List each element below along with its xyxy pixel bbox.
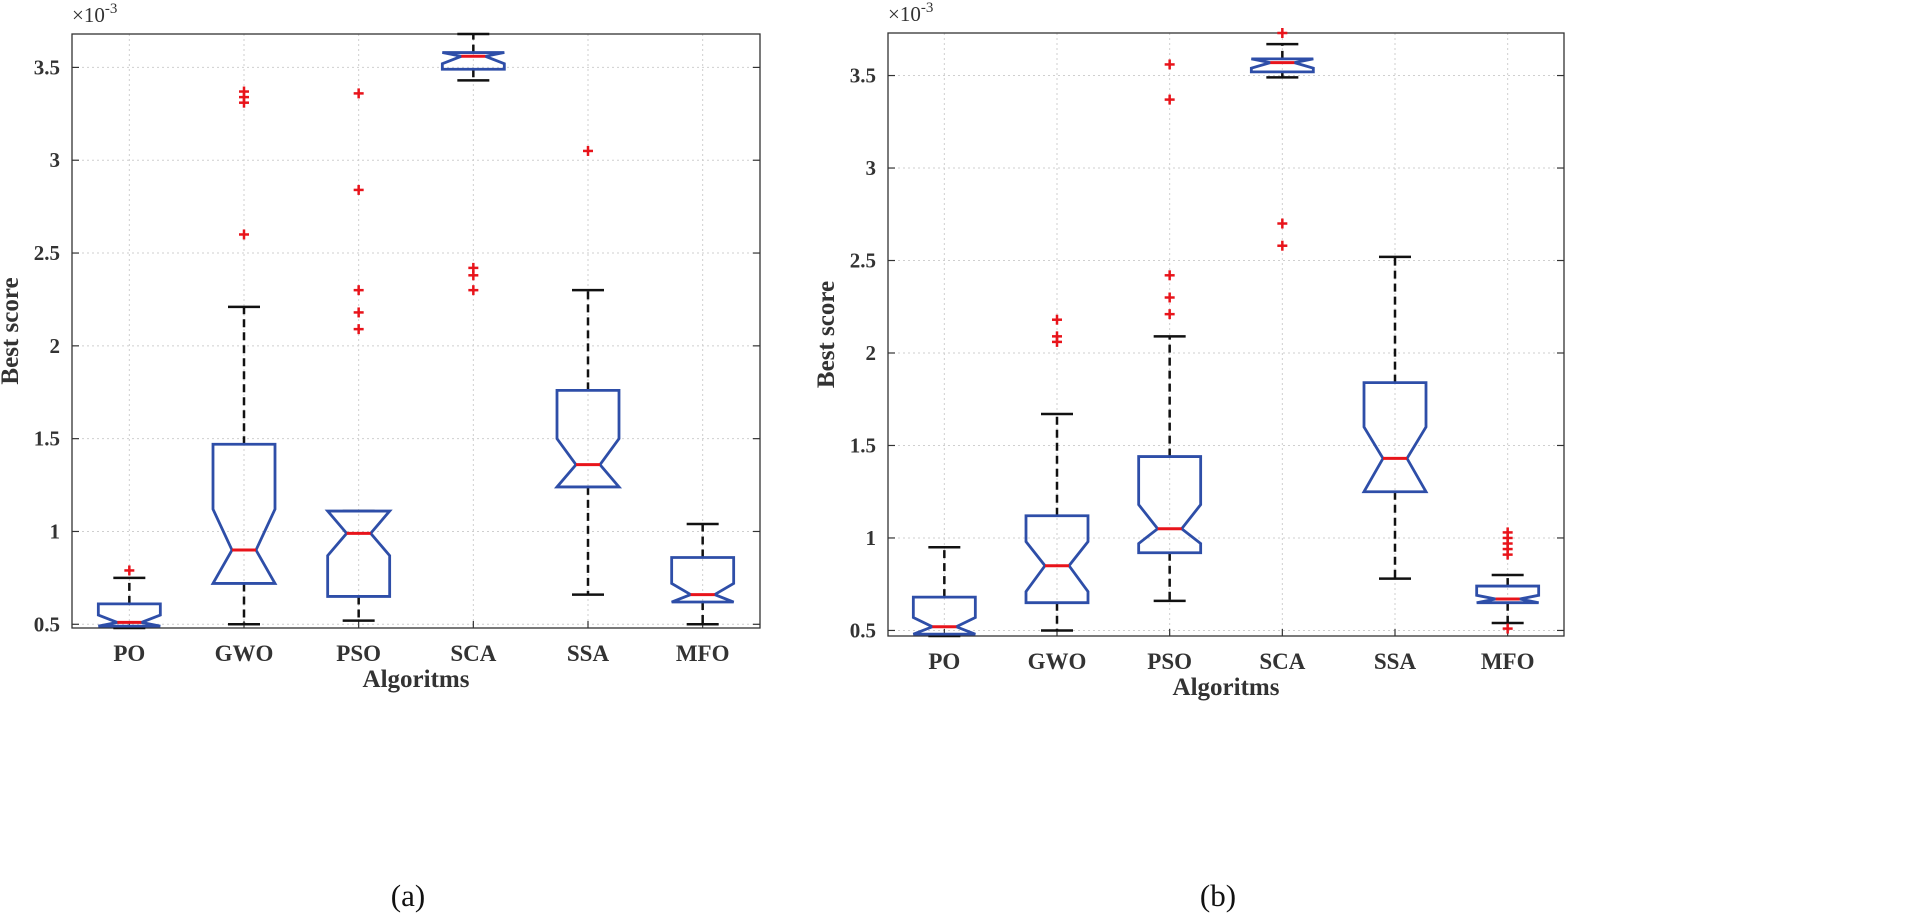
notched-box bbox=[96, 602, 162, 628]
y-tick-label: 2 bbox=[866, 341, 877, 365]
box-mfo bbox=[1475, 527, 1541, 634]
panel-caption: (a) bbox=[391, 878, 425, 913]
y-tick-label: 1.5 bbox=[34, 427, 60, 451]
x-category-label: MFO bbox=[676, 641, 730, 666]
box-mfo bbox=[670, 522, 736, 626]
notched-box bbox=[911, 595, 977, 636]
grid-lines bbox=[888, 33, 1564, 636]
outlier-marker bbox=[124, 565, 135, 576]
outlier-marker bbox=[353, 285, 364, 296]
y-tick-label: 1.5 bbox=[850, 433, 876, 457]
y-exponent-power: -3 bbox=[921, 0, 934, 16]
y-axis-title: Best score bbox=[0, 277, 24, 384]
x-category-label: PSO bbox=[1147, 649, 1192, 674]
y-exponent-base: ×10 bbox=[72, 3, 105, 27]
outlier-marker bbox=[1164, 94, 1175, 105]
grid-lines bbox=[72, 34, 760, 628]
y-tick-label: 3 bbox=[50, 148, 61, 172]
box-gwo bbox=[210, 86, 278, 626]
y-exponent-base: ×10 bbox=[888, 2, 921, 26]
outlier-marker bbox=[1502, 527, 1513, 538]
notched-box bbox=[1137, 455, 1203, 555]
notched-box bbox=[210, 442, 278, 585]
outlier-marker bbox=[1502, 623, 1513, 634]
notched-box bbox=[1024, 514, 1090, 605]
x-category-label: SCA bbox=[1259, 649, 1305, 674]
outlier-marker bbox=[583, 145, 593, 156]
y-tick-label: 2.5 bbox=[850, 249, 876, 273]
outlier-marker bbox=[1164, 292, 1175, 303]
y-tick-label: 3.5 bbox=[34, 55, 60, 79]
outlier-marker bbox=[1164, 309, 1175, 320]
notched-box bbox=[670, 556, 736, 604]
x-category-label: GWO bbox=[215, 641, 274, 666]
notched-box bbox=[553, 389, 623, 489]
y-exponent-label: ×10-3 bbox=[72, 1, 117, 27]
x-category-label: PO bbox=[928, 649, 960, 674]
box-gwo bbox=[1024, 314, 1090, 632]
outlier-marker bbox=[1164, 59, 1175, 70]
y-tick-label: 1 bbox=[866, 526, 877, 550]
box-po bbox=[911, 545, 977, 638]
y-axis-title: Best score bbox=[813, 281, 840, 388]
box-pso bbox=[324, 88, 393, 622]
outlier-marker bbox=[1052, 314, 1062, 325]
x-category-label: PSO bbox=[336, 641, 381, 666]
notched-box bbox=[1475, 584, 1541, 605]
outlier-marker bbox=[353, 184, 364, 195]
y-tick-label: 2 bbox=[50, 334, 61, 358]
x-category-label: SCA bbox=[450, 641, 496, 666]
outlier-marker bbox=[353, 324, 364, 335]
outlier-marker bbox=[1052, 331, 1062, 342]
box-sca bbox=[1249, 28, 1315, 251]
outlier-marker bbox=[468, 285, 479, 296]
x-category-label: GWO bbox=[1028, 649, 1087, 674]
outlier-marker bbox=[239, 229, 249, 240]
outlier-marker bbox=[1277, 28, 1288, 38]
panel-caption: (b) bbox=[1200, 878, 1236, 913]
y-tick-label: 1 bbox=[50, 519, 61, 543]
notched-box bbox=[324, 509, 393, 598]
y-exponent-label: ×10-3 bbox=[888, 0, 933, 26]
chart-panel-b: 0.5 1 1.5 2 2.5 3 3.5 ×10-3 PO GWO PSO SCA SSA MFO Alg… bbox=[813, 0, 1565, 913]
plot-frame bbox=[71, 33, 761, 629]
notched-box bbox=[440, 51, 506, 71]
outlier-marker bbox=[353, 307, 364, 318]
y-tick-label: 0.5 bbox=[34, 612, 60, 636]
y-tick-label: 3.5 bbox=[850, 64, 876, 88]
plot-frame bbox=[887, 32, 1565, 637]
x-axis-title: Algoritms bbox=[1173, 674, 1280, 701]
box-pso bbox=[1137, 59, 1203, 603]
x-category-label: PO bbox=[113, 641, 145, 666]
y-tick-label: 0.5 bbox=[850, 618, 876, 642]
notched-box bbox=[1249, 57, 1315, 74]
x-category-label: MFO bbox=[1481, 649, 1535, 674]
outlier-marker bbox=[1164, 270, 1175, 281]
box-ssa bbox=[553, 145, 623, 596]
outlier-marker bbox=[1277, 240, 1288, 251]
outlier-marker bbox=[1277, 218, 1288, 229]
x-category-label: SSA bbox=[1374, 649, 1417, 674]
x-axis-title: Algoritms bbox=[363, 666, 470, 693]
box-po bbox=[96, 565, 162, 630]
box-ssa bbox=[1361, 255, 1429, 580]
y-tick-label: 2.5 bbox=[34, 241, 60, 265]
outlier-marker bbox=[353, 88, 364, 99]
notched-box bbox=[1361, 381, 1429, 494]
y-exponent-power: -3 bbox=[105, 1, 118, 17]
x-category-label: SSA bbox=[567, 641, 610, 666]
outlier-marker bbox=[468, 262, 479, 273]
outlier-marker bbox=[239, 86, 249, 97]
y-tick-label: 3 bbox=[866, 156, 877, 180]
box-sca bbox=[440, 32, 506, 296]
chart-panel-a: 0.5 1 1.5 2 2.5 3 3.5 ×10-3 PO GWO PSO SCA SSA MFO Alg… bbox=[0, 1, 761, 913]
